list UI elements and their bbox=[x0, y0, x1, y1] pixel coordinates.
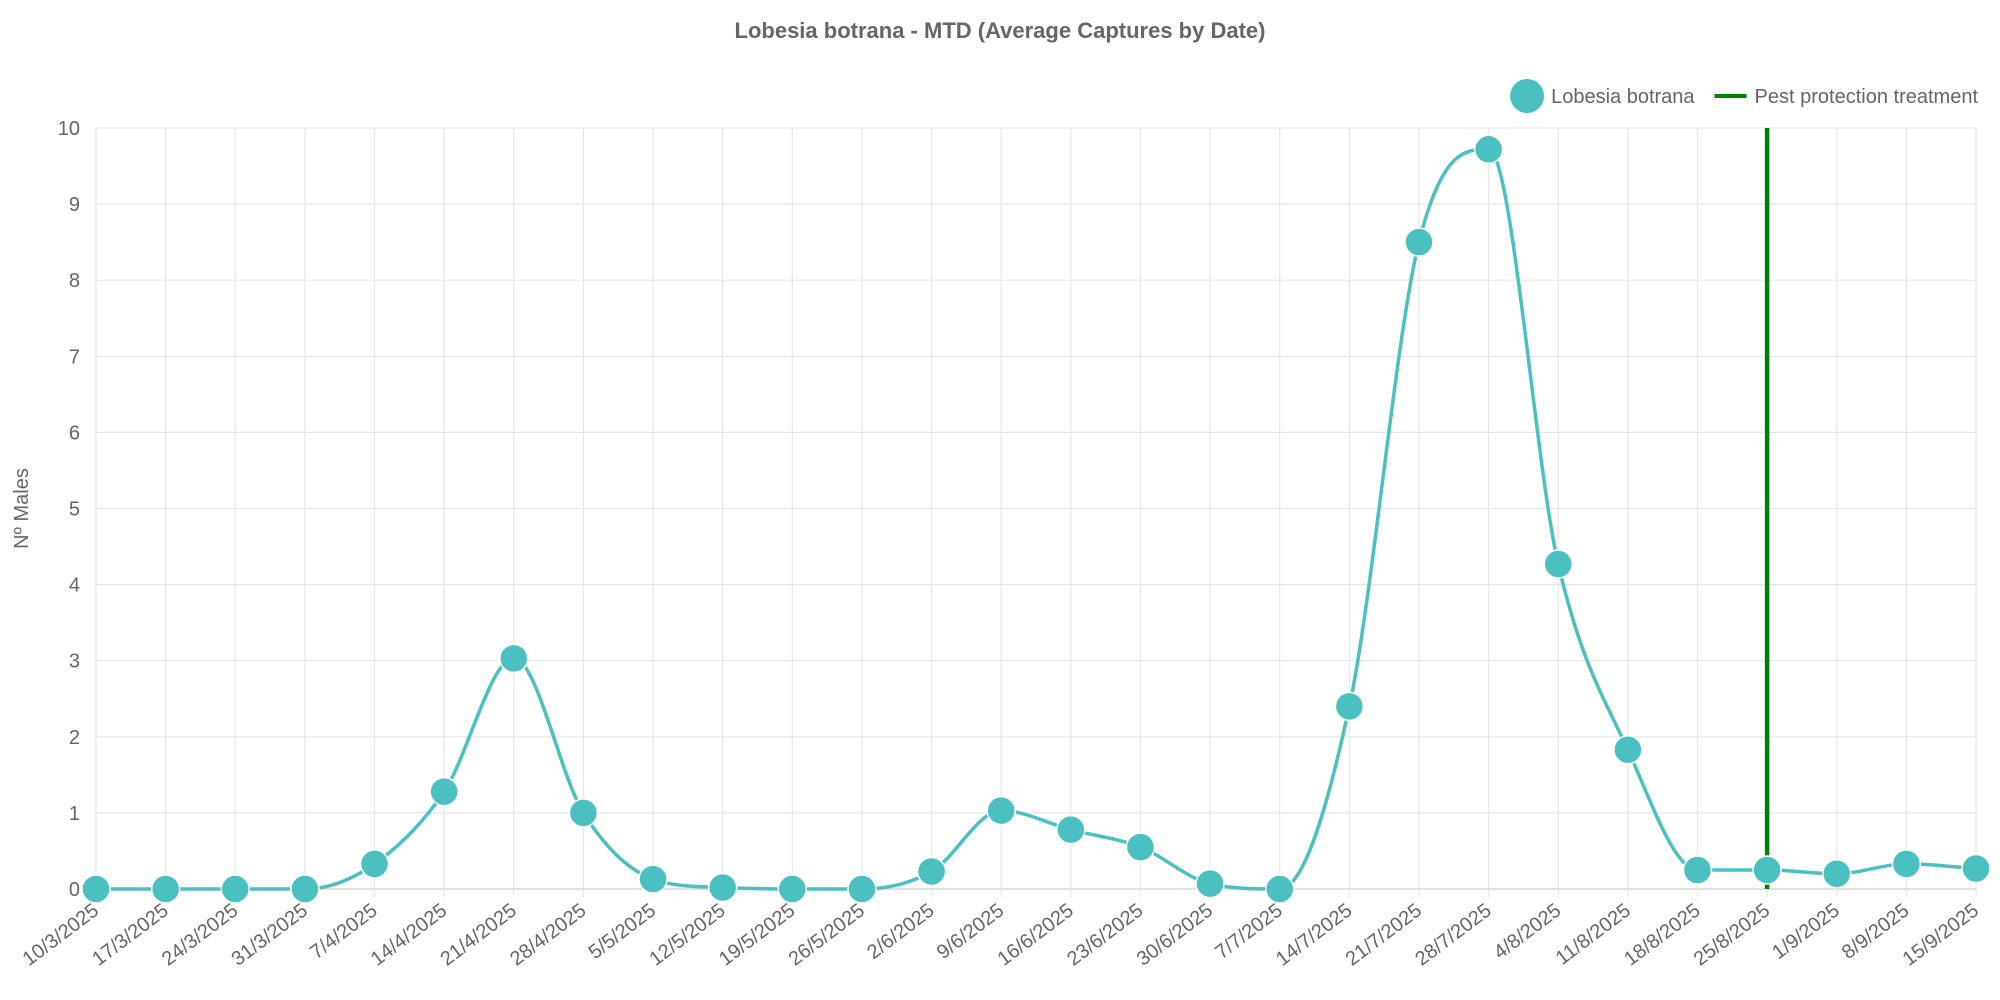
data-point bbox=[1334, 691, 1365, 722]
x-tick-label: 12/5/2025 bbox=[645, 899, 729, 970]
data-point bbox=[847, 874, 877, 904]
legend-label-series: Lobesia botrana bbox=[1551, 86, 1695, 108]
y-tick-label: 0 bbox=[69, 879, 80, 901]
data-point bbox=[220, 874, 251, 904]
data-point bbox=[1473, 134, 1504, 165]
y-tick-label: 1 bbox=[69, 803, 80, 825]
data-point bbox=[429, 776, 459, 807]
data-point bbox=[499, 643, 529, 674]
legend-label-treatment: Pest protection treatment bbox=[1755, 86, 1979, 108]
x-tick-label: 25/8/2025 bbox=[1690, 899, 1774, 970]
x-tick-label: 26/5/2025 bbox=[785, 899, 869, 970]
y-axis-title: Nº Males bbox=[11, 468, 33, 549]
x-tick-label: 17/3/2025 bbox=[88, 899, 172, 970]
y-tick-label: 8 bbox=[69, 270, 80, 292]
y-tick-label: 10 bbox=[58, 118, 80, 140]
y-tick-label: 6 bbox=[69, 422, 80, 444]
data-point bbox=[1195, 868, 1225, 899]
data-point bbox=[81, 874, 111, 904]
data-point bbox=[777, 874, 808, 904]
data-point bbox=[707, 872, 738, 903]
x-tick-label: 30/6/2025 bbox=[1133, 899, 1217, 970]
x-tick-label: 14/4/2025 bbox=[367, 899, 451, 970]
x-tick-label: 31/3/2025 bbox=[228, 899, 312, 970]
y-tick-label: 7 bbox=[69, 346, 80, 368]
data-point bbox=[1613, 734, 1643, 765]
x-tick-label: 21/4/2025 bbox=[436, 899, 520, 970]
data-point bbox=[1056, 814, 1086, 845]
data-point bbox=[638, 864, 668, 894]
x-tick-label: 2/6/2025 bbox=[863, 899, 938, 963]
y-tick-label: 4 bbox=[69, 575, 80, 597]
x-tick-label: 24/3/2025 bbox=[158, 899, 242, 970]
chart-title: Lobesia botrana - MTD (Average Captures … bbox=[734, 18, 1266, 43]
x-tick-label: 14/7/2025 bbox=[1272, 899, 1356, 970]
data-point bbox=[1264, 874, 1295, 904]
data-point bbox=[1682, 855, 1713, 885]
data-point bbox=[1961, 853, 1991, 884]
y-tick-label: 9 bbox=[69, 194, 80, 216]
data-point bbox=[1752, 855, 1782, 885]
x-tick-label: 1/9/2025 bbox=[1768, 899, 1843, 963]
x-tick-label: 16/6/2025 bbox=[994, 899, 1078, 970]
data-point bbox=[568, 798, 599, 828]
x-tick-label: 23/6/2025 bbox=[1063, 899, 1147, 970]
x-tick-label: 28/7/2025 bbox=[1411, 899, 1495, 970]
x-tick-label: 28/4/2025 bbox=[506, 899, 590, 970]
y-tick-label: 3 bbox=[69, 651, 80, 673]
x-tick-label: 18/8/2025 bbox=[1620, 899, 1704, 970]
data-point bbox=[1543, 549, 1573, 579]
data-point bbox=[359, 849, 390, 879]
series-line bbox=[96, 147, 1977, 891]
x-tick-label: 11/8/2025 bbox=[1552, 899, 1635, 969]
x-tick-label: 10/3/2025 bbox=[19, 899, 103, 970]
data-point bbox=[1125, 832, 1156, 862]
y-tick-label: 2 bbox=[69, 727, 80, 749]
data-point bbox=[986, 795, 1016, 826]
data-point bbox=[916, 856, 947, 887]
x-tick-label: 21/7/2025 bbox=[1342, 899, 1426, 970]
data-point bbox=[1821, 859, 1852, 889]
legend-swatch-series bbox=[1510, 79, 1545, 113]
data-point bbox=[1891, 849, 1922, 879]
x-tick-label: 15/9/2025 bbox=[1899, 899, 1983, 970]
data-point bbox=[1404, 227, 1434, 257]
y-tick-label: 5 bbox=[69, 499, 80, 521]
data-point bbox=[290, 874, 320, 904]
data-point bbox=[150, 874, 181, 904]
x-tick-label: 19/5/2025 bbox=[715, 899, 799, 970]
